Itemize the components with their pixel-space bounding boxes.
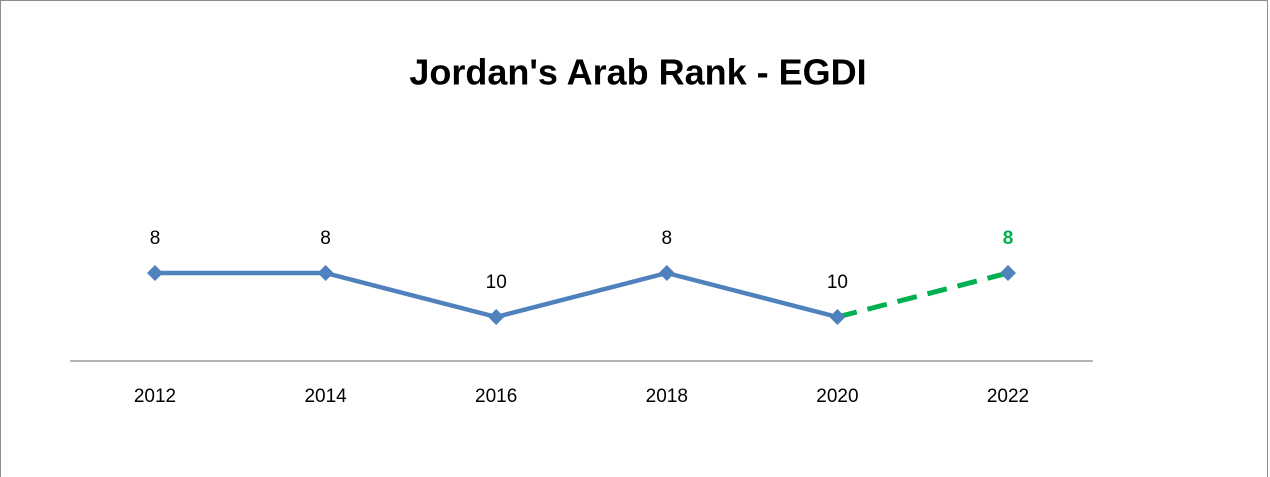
data-point xyxy=(829,309,846,325)
data-label: 8 xyxy=(320,228,331,249)
data-point xyxy=(147,265,163,281)
x-tick-label: 2018 xyxy=(646,386,688,407)
data-point xyxy=(658,265,675,281)
x-tick-label: 2016 xyxy=(475,386,517,407)
data-point xyxy=(1000,265,1016,281)
x-tick-label: 2012 xyxy=(134,386,176,407)
data-label: 8 xyxy=(1003,228,1014,249)
data-point xyxy=(488,309,505,325)
chart-title: Jordan's Arab Rank - EGDI xyxy=(409,52,866,93)
x-tick-label: 2014 xyxy=(304,386,347,407)
x-tick-label: 2022 xyxy=(987,386,1029,407)
data-label: 8 xyxy=(150,228,161,249)
data-label: 8 xyxy=(662,228,673,249)
x-tick-label: 2020 xyxy=(816,386,858,407)
data-label: 10 xyxy=(827,272,848,293)
data-label: 10 xyxy=(486,272,507,293)
data-point xyxy=(317,265,334,281)
